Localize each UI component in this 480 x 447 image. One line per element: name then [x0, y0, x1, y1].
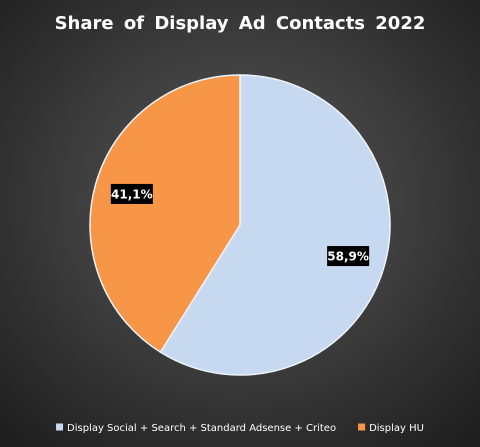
chart-title: Share of Display Ad Contacts 2022 — [55, 13, 426, 34]
pie-slice — [89, 74, 241, 354]
data-label: 58,9% — [327, 250, 369, 264]
data-label-box — [327, 246, 370, 267]
data-label-box — [110, 183, 153, 204]
legend-label: Display Social + Search + Standard Adsen… — [67, 423, 336, 434]
data-label: 41,1% — [111, 187, 153, 201]
legend-swatch — [358, 423, 366, 431]
legend-label: Display HU — [369, 423, 424, 434]
pie-slice — [159, 74, 391, 376]
legend-swatch — [56, 423, 64, 431]
legend: Display Social + Search + Standard Adsen… — [56, 423, 424, 434]
